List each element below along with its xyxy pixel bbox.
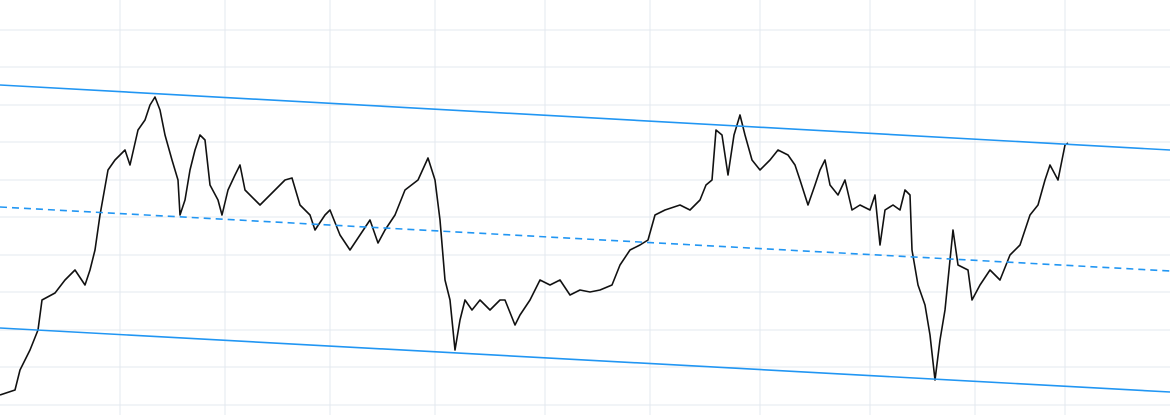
series-line <box>0 327 1170 393</box>
channel-midline <box>0 206 1170 272</box>
series-line <box>0 84 1170 151</box>
series-line <box>0 96 1069 396</box>
